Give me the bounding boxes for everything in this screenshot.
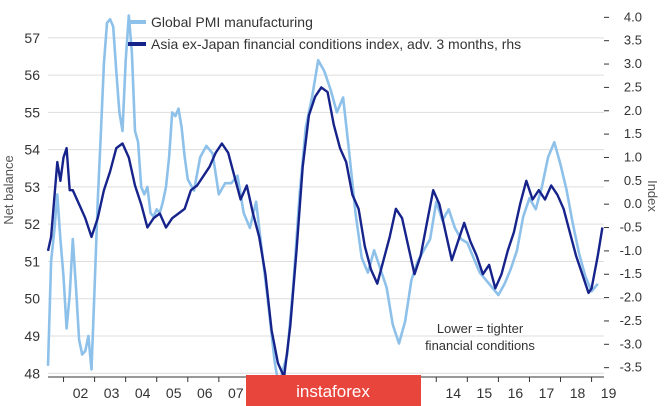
y2-tick-label: 1.5 (624, 126, 642, 141)
y-tick-label: 53 (24, 179, 40, 195)
legend-label-fci: Asia ex-Japan financial conditions index… (151, 36, 521, 52)
x-tick-label: 06 (197, 385, 213, 401)
y2-tick-label: -3.5 (620, 360, 642, 375)
y2-axis-title: Index (645, 180, 660, 212)
y2-tick-label: -3.0 (620, 336, 642, 351)
x-tick-label: 02 (73, 385, 89, 401)
annotation-line-2: financial conditions (425, 338, 535, 353)
right-axis-ticks: 4.0 3.5 3.0 2.5 2.0 1.5 1.0 0.5 0.0 -0.5 -1.0 -1.5 -… (604, 9, 642, 375)
x-tick-label: 14 (445, 385, 461, 401)
y2-tick-label: 0.0 (624, 196, 642, 211)
y-tick-label: 57 (24, 30, 40, 46)
x-tick-label: 15 (477, 385, 493, 401)
x-axis-ticks: 02 03 04 05 06 07 14 15 16 17 18 19 (63, 377, 617, 401)
y2-tick-label: 3.0 (624, 56, 642, 71)
x-tick-label: 04 (135, 385, 151, 401)
series-line-pmi (46, 14, 599, 382)
y-tick-label: 50 (24, 291, 40, 307)
x-tick-label: 16 (508, 385, 524, 401)
y-tick-label: 55 (24, 104, 40, 120)
plot-lines (46, 14, 604, 382)
x-tick-label: 19 (601, 385, 617, 401)
y-axis-title: Net balance (1, 155, 16, 224)
y2-tick-label: 0.5 (624, 173, 642, 188)
x-tick-label: 05 (166, 385, 182, 401)
y2-tick-label: -2.5 (620, 313, 642, 328)
annotation: Lower = tighter financial conditions (425, 321, 535, 353)
y2-tick-label: 2.5 (624, 79, 642, 94)
legend-label-pmi: Global PMI manufacturing (151, 14, 313, 30)
legend: Global PMI manufacturing Asia ex-Japan f… (128, 14, 521, 52)
y2-tick-label: -1.5 (620, 266, 642, 281)
y2-tick-label: 2.0 (624, 103, 642, 118)
y2-tick-label: -2.0 (620, 290, 642, 305)
watermark-text: instaforex (296, 382, 370, 401)
x-tick-label: 07 (228, 385, 244, 401)
y-tick-label: 56 (24, 67, 40, 83)
y2-tick-label: -0.5 (620, 220, 642, 235)
y-tick-label: 51 (24, 253, 40, 269)
y-tick-label: 54 (24, 142, 40, 158)
y-tick-label: 48 (24, 365, 40, 381)
y-tick-label: 52 (24, 216, 40, 232)
x-tick-label: 18 (570, 385, 586, 401)
y-tick-label: 49 (24, 328, 40, 344)
annotation-line-1: Lower = tighter (437, 321, 524, 336)
y2-tick-label: 4.0 (624, 9, 642, 24)
y2-tick-label: 3.5 (624, 33, 642, 48)
y2-tick-label: -1.0 (620, 243, 642, 258)
left-axis-ticks: 48 49 50 51 52 53 54 55 56 57 (24, 30, 40, 381)
series-line-fci (46, 86, 604, 379)
watermark-banner (246, 375, 421, 406)
x-tick-label: 03 (104, 385, 120, 401)
x-tick-label: 17 (539, 385, 555, 401)
watermark: instaforex (246, 375, 421, 406)
y2-tick-label: 1.0 (624, 149, 642, 164)
